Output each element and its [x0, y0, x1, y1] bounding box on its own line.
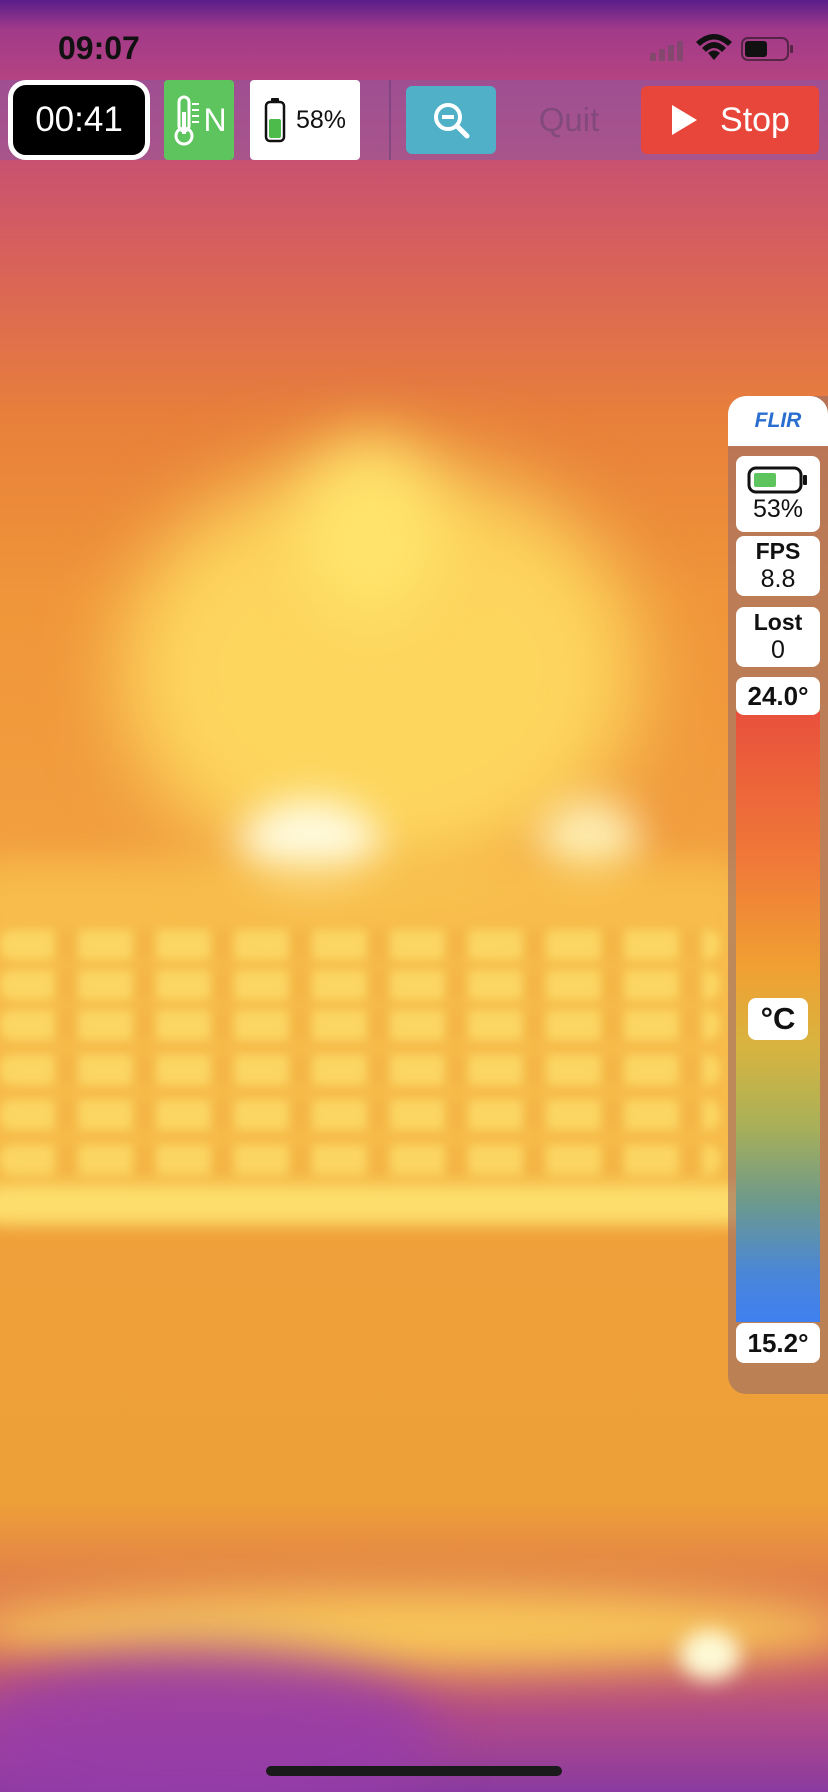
temperature-mode-button[interactable]: N [164, 80, 234, 160]
lost-frames-tile: Lost 0 [736, 607, 820, 667]
fps-tile: FPS 8.8 [736, 536, 820, 596]
scale-max-temperature: 24.0° [736, 677, 820, 715]
thermal-hotspot-small [680, 1630, 740, 1680]
phone-battery-icon [264, 98, 286, 143]
keyboard-row [0, 1145, 720, 1175]
thermal-edge-line [0, 1185, 760, 1225]
play-icon [672, 105, 698, 135]
quit-button[interactable]: Quit [538, 101, 600, 138]
temperature-mode-label: N [203, 101, 227, 138]
zoom-out-button[interactable] [406, 86, 496, 154]
keyboard-row [0, 1100, 720, 1130]
stop-button[interactable]: Stop [641, 86, 819, 154]
camera-battery-tile: 53% [736, 456, 820, 532]
scale-min-temperature: 15.2° [736, 1323, 820, 1363]
stop-button-label: Stop [720, 100, 790, 139]
flir-logo: FLIR [728, 396, 828, 446]
status-time: 09:07 [58, 30, 140, 66]
home-indicator[interactable] [266, 1766, 562, 1776]
keyboard-row [0, 930, 720, 960]
recording-timer: 00:41 [8, 80, 150, 160]
camera-battery-icon [747, 466, 807, 493]
phone-battery-percent: 58% [295, 105, 347, 134]
fps-label: FPS [755, 538, 801, 564]
wifi-icon [696, 34, 732, 60]
zoom-out-icon [434, 103, 470, 139]
fps-value: 8.8 [760, 565, 796, 593]
phone-battery-indicator: 58% [250, 80, 360, 160]
keyboard-row [0, 970, 720, 1000]
camera-battery-percent: 53% [752, 494, 804, 523]
keyboard-row [0, 1055, 720, 1085]
status-icons [650, 34, 793, 61]
thermal-hotspot-peak [300, 440, 440, 620]
lost-label: Lost [753, 609, 803, 635]
keyboard-row [0, 1010, 720, 1040]
status-battery-icon [741, 37, 793, 61]
toolbar-divider [389, 80, 391, 160]
lost-value: 0 [771, 636, 785, 664]
signal-icon [650, 41, 683, 61]
thermometer-icon [174, 95, 200, 146]
temperature-unit-toggle[interactable]: °C [748, 998, 808, 1040]
